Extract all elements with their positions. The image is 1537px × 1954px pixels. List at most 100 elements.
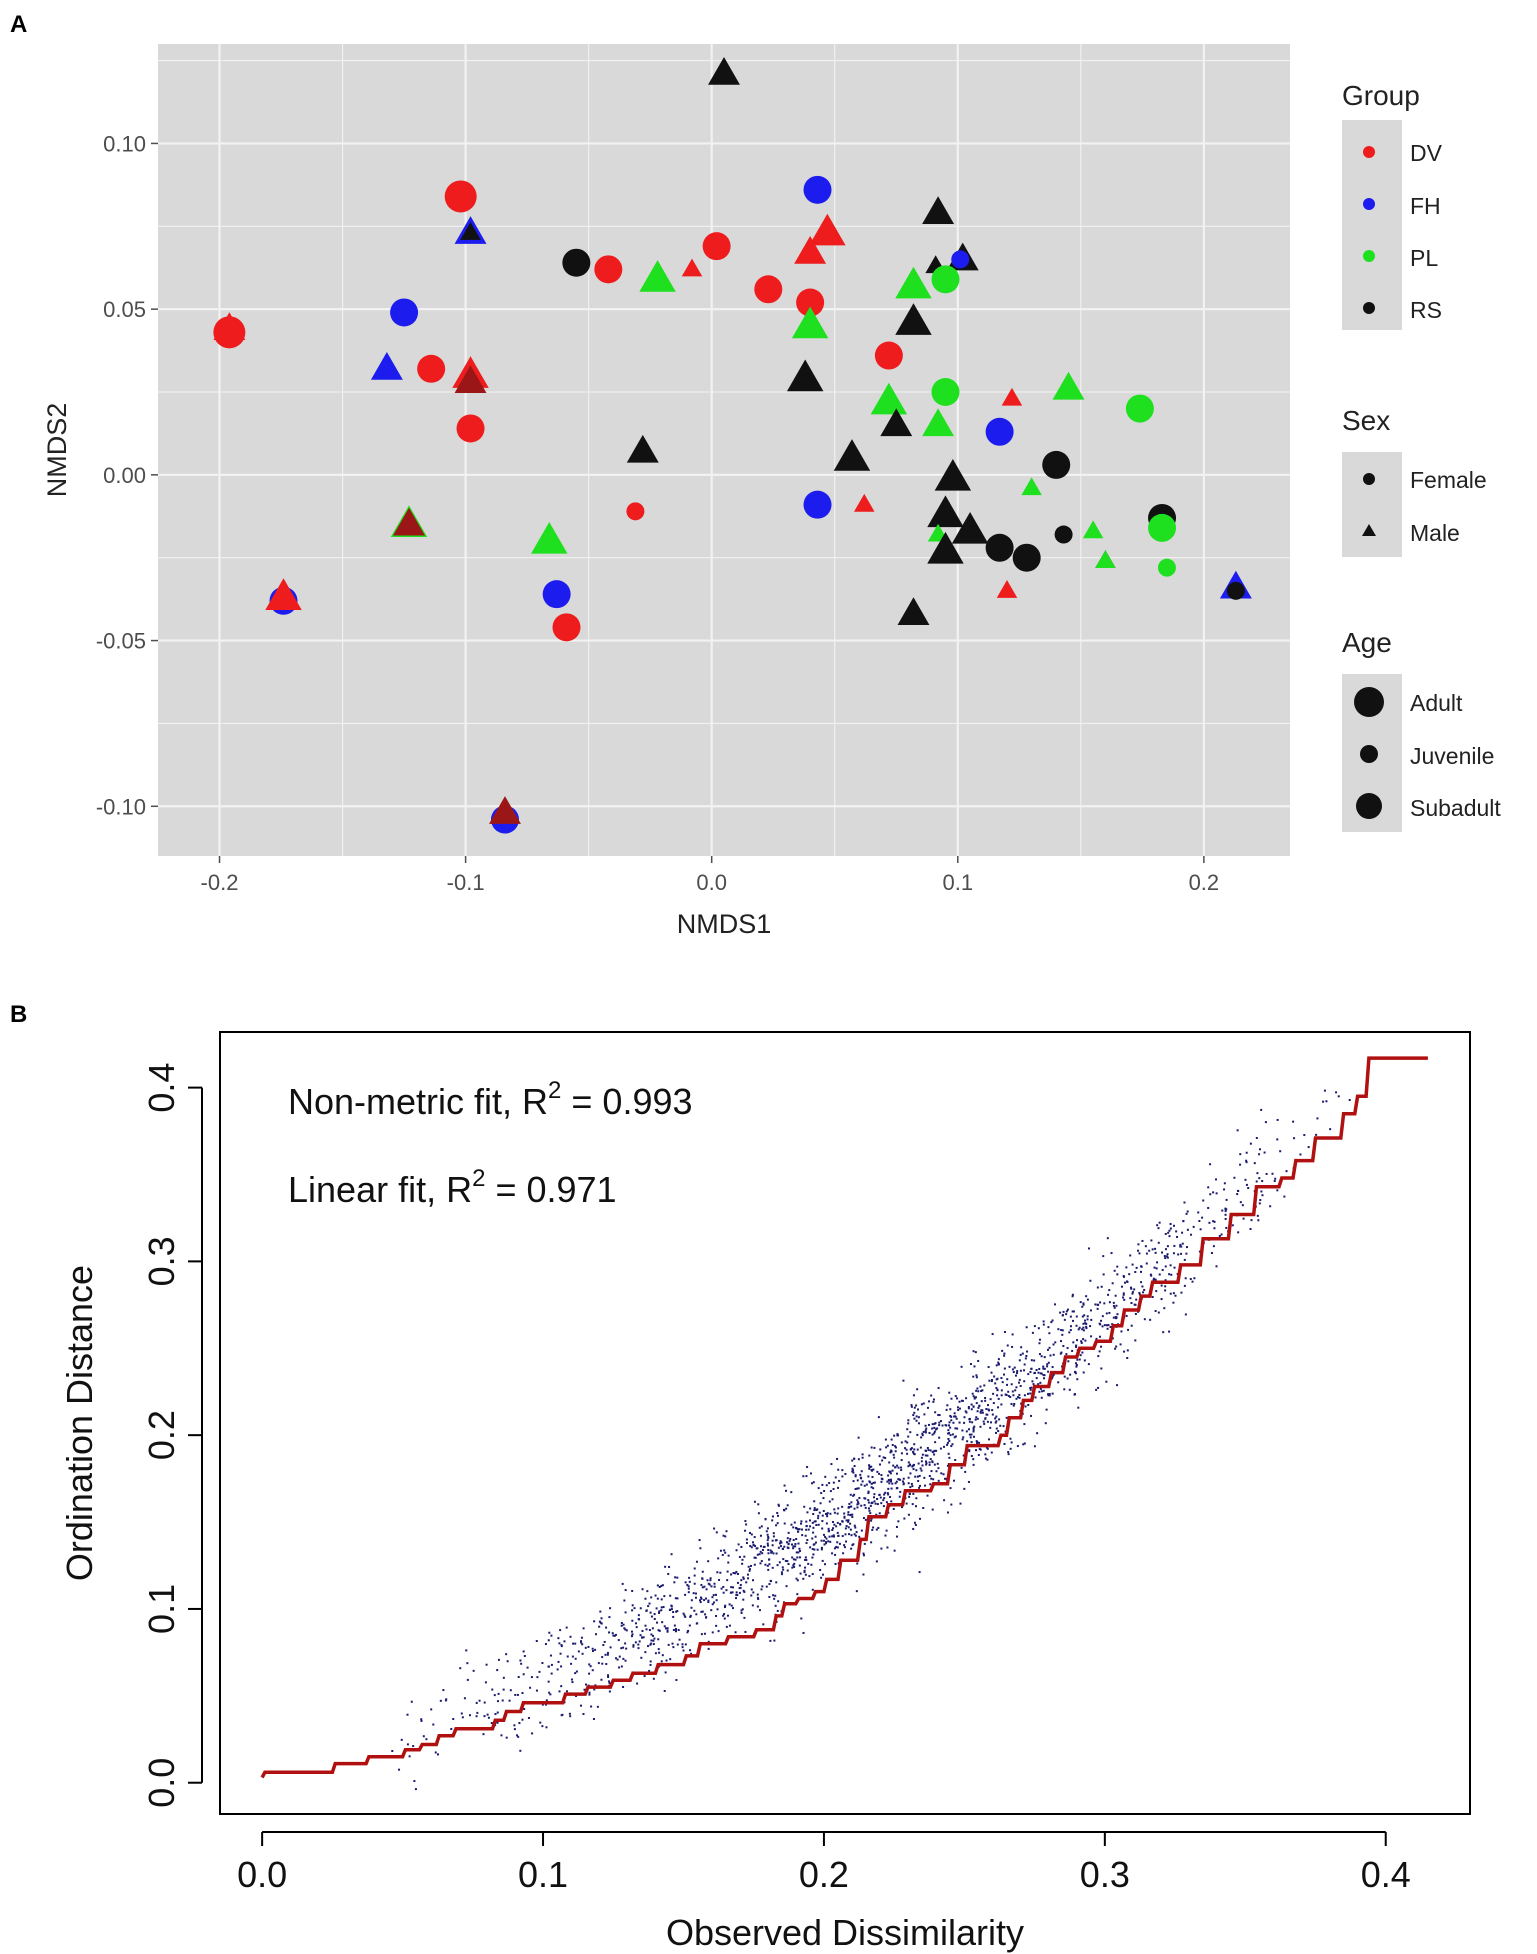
panel-b-point: [656, 1621, 659, 1624]
panel-b-point: [906, 1452, 909, 1455]
panel-a-point-pl-male: [531, 521, 568, 554]
panel-b-point: [1100, 1367, 1103, 1370]
panel-b-point: [711, 1603, 714, 1606]
panel-b-point: [736, 1581, 739, 1584]
panel-b-point: [673, 1581, 676, 1584]
panel-b-point: [1029, 1387, 1032, 1390]
panel-b-point: [882, 1499, 885, 1502]
panel-b-point: [884, 1456, 887, 1459]
panel-b-point: [792, 1558, 795, 1561]
panel-b-point: [689, 1615, 692, 1618]
panel-b-point: [925, 1427, 928, 1430]
panel-b-point: [786, 1541, 789, 1544]
panel-a-point-pl-male: [1052, 371, 1085, 400]
panel-b-point: [547, 1639, 550, 1642]
panel-b-point: [653, 1613, 656, 1616]
panel-b-point: [439, 1699, 442, 1702]
panel-b-point: [1283, 1195, 1286, 1198]
panel-b-point: [634, 1622, 637, 1625]
panel-b-point: [850, 1547, 853, 1550]
panel-b-point: [459, 1667, 462, 1670]
panel-b-point: [632, 1644, 635, 1647]
panel-b-point: [609, 1607, 612, 1610]
panel-b-point: [901, 1506, 904, 1509]
panel-b-point: [667, 1572, 670, 1575]
panel-b-point: [1164, 1265, 1167, 1268]
panel-b-point: [442, 1689, 445, 1692]
panel-b-point: [598, 1625, 601, 1628]
panel-b-point: [806, 1539, 809, 1542]
panel-b-point: [930, 1477, 933, 1480]
panel-b-point: [1191, 1280, 1194, 1283]
panel-b-point: [926, 1406, 929, 1409]
panel-b-point: [544, 1703, 547, 1706]
panel-b-point: [736, 1572, 739, 1575]
panel-b-point: [1156, 1261, 1159, 1264]
panel-b-point: [652, 1643, 655, 1646]
panel-b-point: [527, 1717, 530, 1720]
panel-b-point: [921, 1464, 924, 1467]
panel-b-point: [966, 1440, 969, 1443]
panel-b-point: [1071, 1319, 1074, 1322]
legend-sex-male-key: [1362, 524, 1376, 536]
panel-b-point: [952, 1421, 955, 1424]
panel-b-point: [657, 1648, 660, 1651]
panel-b-point: [1128, 1273, 1131, 1276]
panel-b-point: [574, 1657, 577, 1660]
panel-b-point: [1138, 1291, 1141, 1294]
panel-a-point-dv-male: [1001, 387, 1023, 406]
panel-b-point: [1198, 1219, 1201, 1222]
panel-b-point: [1044, 1422, 1047, 1425]
panel-b-point: [851, 1459, 854, 1462]
panel-b-point: [809, 1507, 812, 1510]
panel-b-point: [666, 1630, 669, 1633]
panel-b-point: [953, 1415, 956, 1418]
panel-b-point: [796, 1593, 799, 1596]
panel-b-point: [644, 1597, 647, 1600]
panel-b-point: [1223, 1182, 1226, 1185]
panel-a-point-dv_dark-male: [393, 507, 425, 536]
panel-b-point: [972, 1395, 975, 1398]
panel-b-point: [829, 1540, 832, 1543]
panel-b-point: [796, 1528, 799, 1531]
panel-b-point: [724, 1604, 727, 1607]
panel-b-point: [647, 1605, 650, 1608]
panel-b-point: [873, 1446, 876, 1449]
panel-b-point: [657, 1638, 660, 1641]
panel-b-point: [766, 1527, 769, 1530]
panel-b-point: [768, 1558, 771, 1561]
panel-b-point: [909, 1431, 912, 1434]
panel-b-point: [984, 1457, 987, 1460]
panel-b-point: [1008, 1365, 1011, 1368]
panel-b-point: [1231, 1224, 1234, 1227]
panel-b-point: [894, 1466, 897, 1469]
panel-b-point: [1149, 1318, 1152, 1321]
panel-b-point: [669, 1609, 672, 1612]
panel-b-point: [1193, 1277, 1196, 1280]
panel-b-point: [954, 1427, 957, 1430]
panel-b-point: [924, 1449, 927, 1452]
panel-b-point: [1125, 1266, 1128, 1269]
panel-b-point: [1258, 1202, 1261, 1205]
panel-b-point: [597, 1662, 600, 1665]
panel-b-point: [785, 1585, 788, 1588]
panel-b-point: [766, 1542, 769, 1545]
panel-b-point: [1038, 1367, 1041, 1370]
panel-b-point: [1131, 1263, 1134, 1266]
panel-b-point: [1032, 1383, 1035, 1386]
panel-b-point: [832, 1534, 835, 1537]
panel-b-point: [800, 1522, 803, 1525]
panel-b-point: [580, 1641, 583, 1644]
panel-b-point: [1024, 1405, 1027, 1408]
panel-b-point: [1151, 1295, 1154, 1298]
panel-b-point: [820, 1548, 823, 1551]
panel-b-point: [862, 1573, 865, 1576]
panel-b-point: [901, 1480, 904, 1483]
panel-b-point: [822, 1573, 825, 1576]
panel-b-point: [863, 1542, 866, 1545]
panel-b-point: [608, 1680, 611, 1683]
panel-b-point: [786, 1537, 789, 1540]
panel-b-point: [484, 1681, 487, 1684]
panel-b-point: [770, 1580, 773, 1583]
panel-b-point: [1016, 1372, 1019, 1375]
